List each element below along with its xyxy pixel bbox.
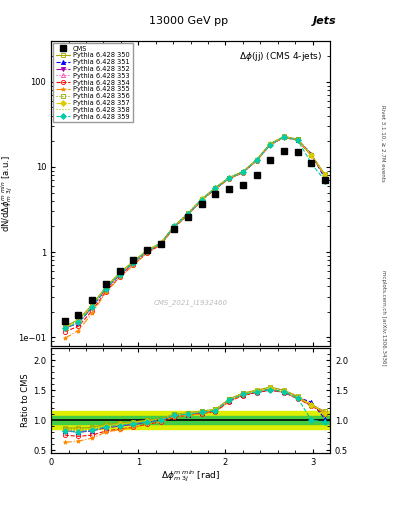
Line: CMS: CMS — [62, 148, 328, 324]
Text: Rivet 3.1.10, ≥ 2.7M events: Rivet 3.1.10, ≥ 2.7M events — [381, 105, 386, 182]
CMS — [309, 160, 314, 166]
Bar — [51, 411, 330, 429]
CMS — [241, 182, 245, 188]
X-axis label: $\Delta\phi^{m\ min}_{m\ 3j}$ [rad]: $\Delta\phi^{m\ min}_{m\ 3j}$ [rad] — [161, 468, 220, 484]
CMS — [76, 311, 81, 317]
CMS — [199, 201, 204, 207]
CMS — [117, 268, 122, 274]
CMS — [90, 297, 95, 303]
CMS — [323, 177, 327, 183]
CMS — [145, 247, 149, 253]
Text: $\Delta\phi$(jj) (CMS 4-jets): $\Delta\phi$(jj) (CMS 4-jets) — [239, 50, 322, 63]
CMS — [254, 172, 259, 178]
CMS — [172, 226, 177, 232]
CMS — [62, 318, 67, 324]
CMS — [103, 281, 108, 287]
Text: 13000 GeV pp: 13000 GeV pp — [149, 16, 228, 27]
CMS — [158, 241, 163, 247]
Legend: CMS, Pythia 6.428 350, Pythia 6.428 351, Pythia 6.428 352, Pythia 6.428 353, Pyt: CMS, Pythia 6.428 350, Pythia 6.428 351,… — [53, 43, 132, 122]
Text: Jets: Jets — [312, 16, 336, 27]
CMS — [213, 190, 218, 197]
Y-axis label: dN/d$\Delta\phi^{m\ min}_{m\ 3j}$ [a.u.]: dN/d$\Delta\phi^{m\ min}_{m\ 3j}$ [a.u.] — [0, 155, 15, 232]
CMS — [268, 157, 273, 163]
Y-axis label: Ratio to CMS: Ratio to CMS — [21, 374, 30, 428]
CMS — [295, 148, 300, 155]
Text: CMS_2021_I1932460: CMS_2021_I1932460 — [154, 300, 228, 306]
CMS — [131, 258, 136, 264]
CMS — [281, 148, 286, 155]
CMS — [227, 185, 231, 191]
Bar — [51, 416, 330, 424]
Text: mcplots.cern.ch [arXiv:1306.3436]: mcplots.cern.ch [arXiv:1306.3436] — [381, 270, 386, 365]
CMS — [185, 215, 190, 221]
